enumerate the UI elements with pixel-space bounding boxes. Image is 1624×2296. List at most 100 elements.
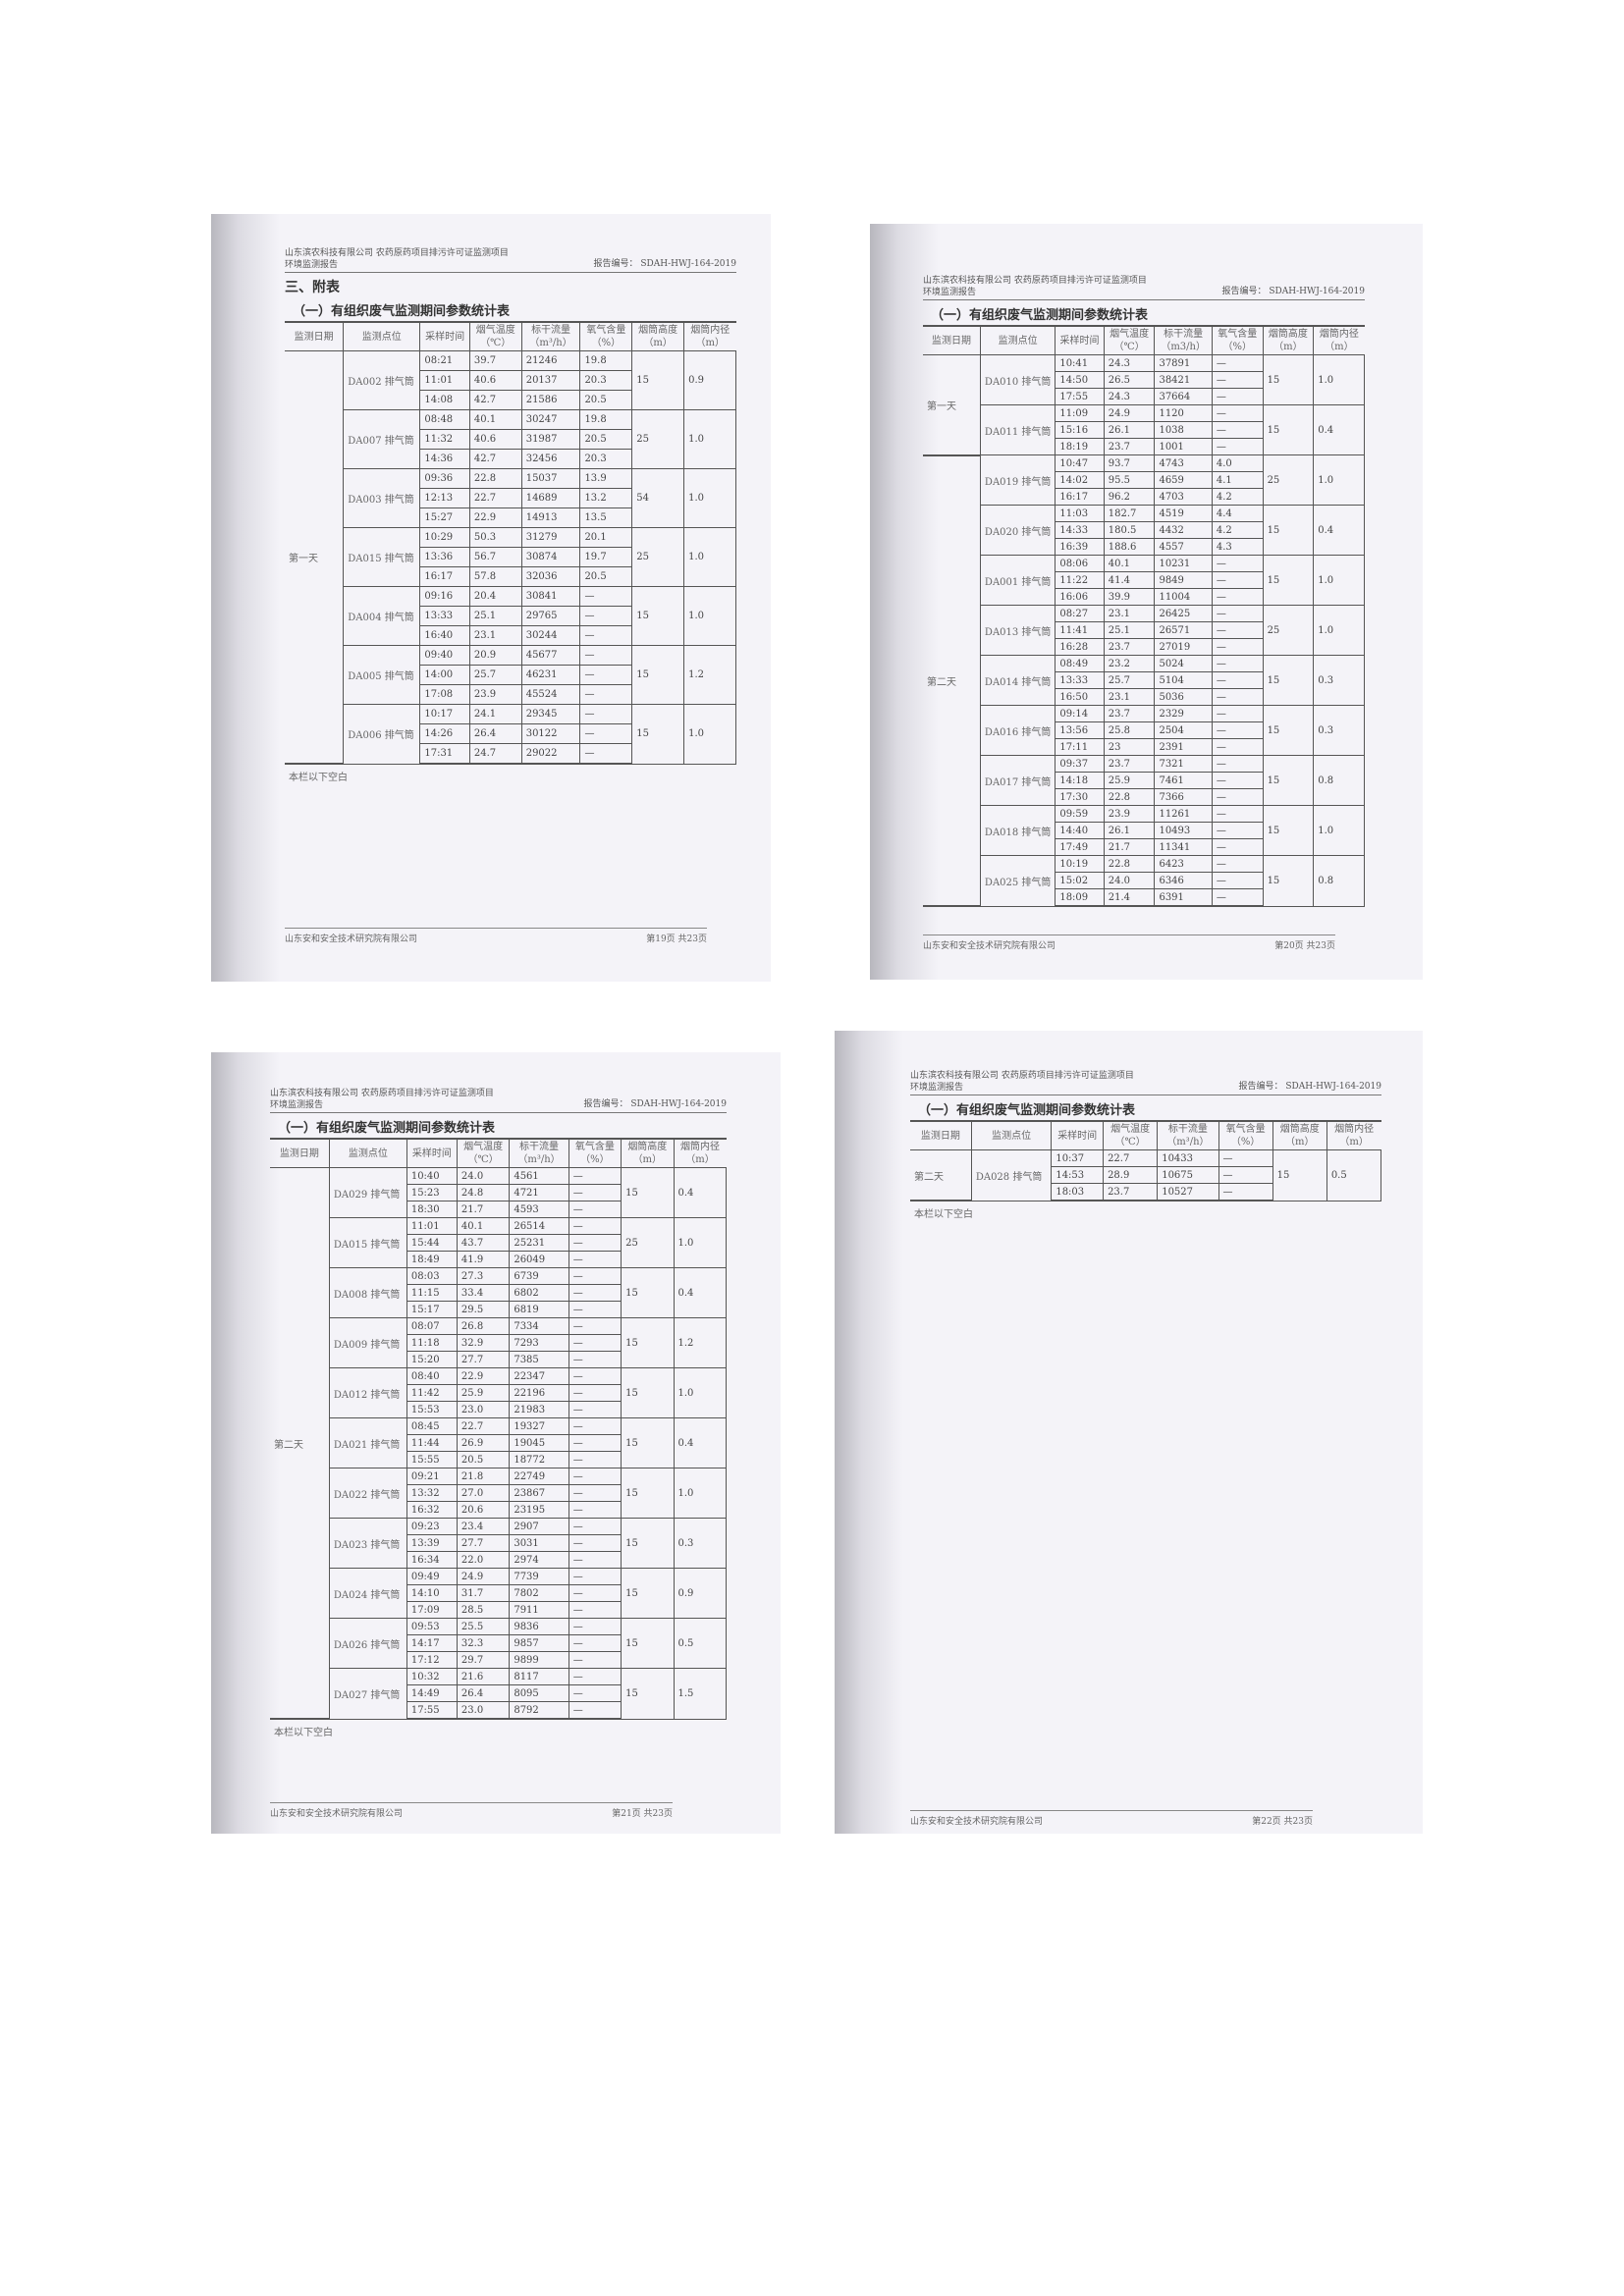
- oxygen-content: 4.2: [1211, 488, 1264, 506]
- flue-gas-temp: 22.0: [456, 1551, 511, 1569]
- sample-time: 16:06: [1055, 588, 1105, 606]
- table-row: 17:55 24.3 37664—: [923, 388, 1365, 405]
- oxygen-content: —: [1218, 1183, 1273, 1201]
- dry-flow: 6802: [509, 1284, 569, 1302]
- oxygen-content: —: [1211, 838, 1264, 856]
- table-row: DA011 排气筒 11:09 24.9 1120—15 0.4: [923, 404, 1365, 455]
- dry-flow: 46231: [520, 665, 581, 685]
- oxygen-content: 20.3: [579, 449, 633, 469]
- dry-flow: 10433: [1157, 1149, 1219, 1167]
- oxygen-content: —: [568, 1167, 623, 1185]
- sample-time: 11:32: [419, 429, 470, 450]
- dry-flow: 22749: [509, 1468, 569, 1485]
- oxygen-content: —: [579, 606, 633, 626]
- monitoring-point: DA011 排气筒: [979, 404, 1056, 455]
- column-header: 标干流量（m3/h）: [1154, 325, 1213, 355]
- flue-gas-temp: 40.1: [468, 409, 522, 430]
- table-row: 17:55 23.0 8792—: [270, 1701, 727, 1720]
- column-header: 监测日期: [285, 321, 344, 351]
- dry-flow: 1120: [1154, 404, 1213, 422]
- stack-height: 15: [621, 1518, 675, 1569]
- column-header: 烟筒高度（m）: [1272, 1120, 1327, 1150]
- flue-gas-temp: 26.4: [456, 1684, 511, 1702]
- table-row: DA003 排气筒 09:36 22.8 15037 13.9 54 1.0: [285, 468, 736, 528]
- dry-flow: 10527: [1157, 1183, 1219, 1201]
- dry-flow: 18772: [509, 1451, 569, 1468]
- stack-height: 15: [621, 1668, 675, 1720]
- oxygen-content: 13.9: [579, 468, 633, 489]
- dry-flow: 19045: [509, 1434, 569, 1452]
- column-header: 标干流量（m³/h）: [520, 321, 580, 351]
- oxygen-content: —: [568, 1684, 623, 1702]
- oxygen-content: —: [568, 1551, 623, 1569]
- sample-time: 11:01: [419, 370, 470, 391]
- table-row: 17:31 24.7 29022—: [285, 743, 736, 765]
- column-header: 烟筒内径（m）: [683, 321, 736, 351]
- oxygen-content: —: [568, 1217, 623, 1235]
- page-footer: 山东安和安全技术研究院有限公司 第22页 共23页: [910, 1810, 1313, 1827]
- flue-gas-temp: 21.6: [456, 1668, 511, 1685]
- table-row: 15:27 22.9 14913 13.5: [285, 507, 736, 528]
- monitoring-point: DA012 排气筒: [328, 1367, 407, 1418]
- dry-flow: 30247: [520, 409, 581, 430]
- flue-gas-temp: 24.1: [468, 704, 522, 724]
- oxygen-content: —: [1211, 555, 1264, 572]
- section-heading: 三、附表: [285, 280, 340, 295]
- flue-gas-temp: 24.8: [456, 1184, 511, 1201]
- stack-diameter: 0.3: [1313, 655, 1365, 706]
- sample-time: 09:37: [1055, 755, 1105, 773]
- oxygen-content: —: [568, 1468, 623, 1485]
- flue-gas-temp: 23.9: [1103, 805, 1156, 823]
- dry-flow: 9899: [509, 1651, 569, 1669]
- monitoring-point: DA015 排气筒: [343, 527, 421, 587]
- table-row: 16:17 57.8 32036 20.5: [285, 566, 736, 587]
- table-row: 第一天 DA002 排气筒 08:21 39.7 21246 19.8 15 0.9: [285, 350, 736, 765]
- parameter-table: 监测日期 监测点位 采样时间 烟气温度（℃） 标干流量（m³/h） 氧气含量（%） 烟筒高度…: [270, 1138, 728, 1720]
- oxygen-content: 20.5: [579, 390, 633, 410]
- sample-time: 10:29: [419, 527, 470, 548]
- stack-diameter: 0.9: [683, 350, 736, 410]
- dry-flow: 8095: [509, 1684, 569, 1702]
- sample-time: 14:18: [1055, 772, 1105, 789]
- dry-flow: 3031: [509, 1534, 569, 1552]
- table-row: 第二天 DA019 排气筒 10:47 93.7 4743 4.0 25 1.0: [923, 454, 1365, 907]
- page-header: 山东滨农科技有限公司 农药原药项目排污许可证监测项目 环境监测报告 报告编号： SD…: [270, 1088, 727, 1113]
- table-row: 16:17 96.2 4703 4.2: [923, 488, 1365, 506]
- stack-height: 25: [631, 409, 685, 469]
- page-number: 第22页 共23页: [1252, 1817, 1313, 1827]
- table-row: DA006 排气筒 10:17 24.1 29345—15 1.0: [285, 704, 736, 765]
- column-header: 监测点位: [328, 1138, 407, 1168]
- column-header: 氧气含量（%）: [1211, 325, 1264, 355]
- flue-gas-temp: 43.7: [456, 1234, 511, 1252]
- monitoring-point: DA013 排气筒: [979, 605, 1056, 656]
- stack-diameter: 1.0: [1313, 454, 1365, 506]
- header-project: 山东滨农科技有限公司 农药原药项目排污许可证监测项目: [923, 276, 1147, 286]
- stack-diameter: 1.0: [673, 1468, 728, 1519]
- oxygen-content: —: [568, 1434, 623, 1452]
- flue-gas-temp: 27.0: [456, 1484, 511, 1502]
- dry-flow: 1001: [1154, 438, 1213, 455]
- sample-time: 10:41: [1055, 354, 1105, 372]
- sample-time: 16:39: [1055, 538, 1105, 556]
- dry-flow: 22347: [509, 1367, 569, 1385]
- oxygen-content: —: [568, 1367, 623, 1385]
- oxygen-content: —: [1211, 805, 1264, 823]
- oxygen-content: 20.5: [579, 566, 633, 587]
- table-row: DA013 排气筒 08:27 23.1 26425—25 1.0: [923, 605, 1365, 656]
- table-row: 16:39 188.6 4557 4.3: [923, 538, 1365, 556]
- flue-gas-temp: 32.3: [456, 1634, 511, 1652]
- oxygen-content: 13.2: [579, 488, 633, 508]
- sample-time: 09:40: [419, 645, 470, 666]
- dry-flow: 4703: [1154, 488, 1213, 506]
- flue-gas-temp: 24.7: [468, 743, 522, 765]
- oxygen-content: —: [1211, 621, 1264, 639]
- stack-diameter: 0.3: [1313, 705, 1365, 756]
- flue-gas-temp: 24.9: [1103, 404, 1156, 422]
- oxygen-content: —: [1218, 1166, 1273, 1184]
- dry-flow: 26049: [509, 1251, 569, 1268]
- dry-flow: 14913: [520, 507, 581, 528]
- oxygen-content: —: [1211, 738, 1264, 756]
- stack-diameter: 0.8: [1313, 855, 1365, 907]
- flue-gas-temp: 20.9: [468, 645, 522, 666]
- table-row: 16:50 23.1 5036—: [923, 688, 1365, 706]
